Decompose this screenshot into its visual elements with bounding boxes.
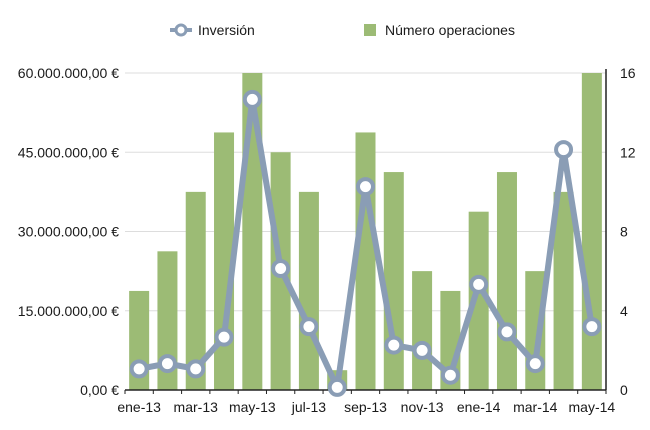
data-point xyxy=(582,317,602,337)
x-tick-label: may-13 xyxy=(229,399,276,415)
right-tick-label: 8 xyxy=(620,224,628,240)
left-tick-label: 0,00 € xyxy=(80,382,119,398)
data-point xyxy=(384,335,404,355)
bar xyxy=(581,73,602,390)
bar xyxy=(355,132,376,390)
data-point xyxy=(497,322,517,342)
x-tick-label: mar-13 xyxy=(174,399,219,415)
data-point xyxy=(412,340,432,360)
x-tick-label: ene-13 xyxy=(117,399,161,415)
bar xyxy=(185,191,206,390)
left-tick-label: 45.000.000,00 € xyxy=(18,144,119,160)
data-point xyxy=(299,317,319,337)
bar xyxy=(496,172,517,390)
legend: Inversión Número operaciones xyxy=(170,22,515,38)
x-tick-label: ene-14 xyxy=(457,399,501,415)
left-tick-label: 30.000.000,00 € xyxy=(18,224,119,240)
left-tick-label: 60.000.000,00 € xyxy=(18,65,119,81)
data-point xyxy=(356,177,375,197)
legend-label: Inversión xyxy=(198,22,255,38)
data-point xyxy=(242,89,262,109)
data-point xyxy=(271,258,291,278)
data-point xyxy=(554,140,574,160)
legend-item-inversion: Inversión xyxy=(170,22,255,38)
right-tick-label: 4 xyxy=(620,303,628,319)
axes: 0,00 € 15.000.000,00 € 30.000.000,00 € 45.0… xyxy=(18,65,636,415)
x-tick-label: may-14 xyxy=(569,399,616,415)
bar xyxy=(214,132,235,390)
x-tick-label: mar-14 xyxy=(513,399,558,415)
x-tick-label: nov-13 xyxy=(401,399,444,415)
bar xyxy=(553,191,574,390)
left-tick-label: 15.000.000,00 € xyxy=(18,303,119,319)
legend-bar-swatch xyxy=(364,24,376,36)
legend-item-operaciones: Número operaciones xyxy=(364,22,515,38)
bar xyxy=(468,211,489,390)
right-tick-label: 12 xyxy=(620,144,636,160)
x-tick-label: sep-13 xyxy=(344,399,387,415)
legend-label: Número operaciones xyxy=(385,22,515,38)
bar xyxy=(383,172,404,390)
line-series-inversion xyxy=(129,89,602,397)
data-point xyxy=(525,354,545,374)
data-point xyxy=(214,327,234,347)
data-point xyxy=(469,274,489,294)
x-tick-label: jul-13 xyxy=(291,399,326,415)
right-tick-label: 0 xyxy=(620,382,628,398)
bar xyxy=(157,251,178,390)
data-point xyxy=(440,365,460,385)
legend-marker-swatch xyxy=(174,23,188,37)
data-point xyxy=(157,354,177,374)
data-point xyxy=(327,377,347,397)
bar xyxy=(298,191,319,390)
right-tick-label: 16 xyxy=(620,65,636,81)
data-point xyxy=(186,359,206,379)
bar xyxy=(412,271,433,390)
data-point xyxy=(129,359,149,379)
